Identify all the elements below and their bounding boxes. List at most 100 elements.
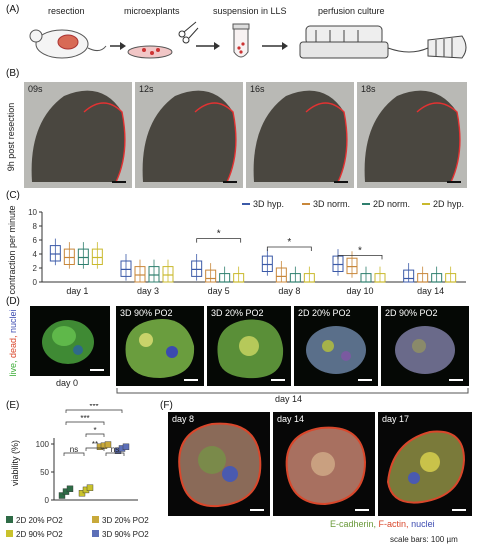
day14-bracket: [116, 388, 469, 394]
nuc-label: nuclei: [411, 519, 435, 529]
c-box: [205, 269, 217, 283]
tube-icon: [232, 23, 250, 58]
tile-day0: [30, 306, 110, 376]
frame-4: 18s: [357, 82, 467, 188]
c-ytick-label: 6: [33, 236, 38, 245]
legend-2d20: 2D 20% PO2: [6, 516, 63, 525]
c-ytick-label: 0: [33, 278, 38, 287]
pump-icon: [427, 35, 467, 59]
perfusion-device-icon: [299, 25, 429, 59]
panel-e-letter: (E): [6, 400, 20, 411]
e-point: [58, 492, 66, 499]
e-point: [104, 441, 112, 448]
legend-3d90-label: 3D 90% PO2: [102, 530, 149, 539]
day0-label: day 0: [56, 378, 79, 388]
panel-c-ylabel: contraction per minute: [7, 205, 17, 295]
frame-4-time: 18s: [361, 84, 376, 94]
f-day17-scalebar: [452, 509, 466, 511]
step-resection-label: resection: [48, 6, 85, 16]
frame-3-time: 16s: [250, 84, 265, 94]
c-sig-star: *: [217, 229, 221, 240]
e-sig-bracket: [65, 421, 105, 425]
frame-2-scalebar: [223, 181, 237, 183]
f-day14-scalebar: [355, 509, 369, 511]
c-box: [77, 248, 89, 265]
f-day8-label: day 8: [172, 414, 195, 424]
c-box: [148, 266, 160, 283]
legend-2d90-label: 2D 90% PO2: [16, 530, 63, 539]
e-sig-bracket: [85, 433, 105, 437]
tile-2d-20-label: 2D 20% PO2: [298, 308, 351, 318]
step-suspension-label: suspension in LLS: [213, 6, 287, 16]
day14-label: day 14: [275, 394, 303, 404]
c-box: [134, 266, 146, 283]
e-sig-bracket: [105, 452, 125, 456]
c-box: [63, 248, 75, 265]
ecad-label: E-cadherin,: [330, 519, 377, 529]
c-box: [91, 248, 103, 265]
c-sig-bracket: [196, 238, 242, 243]
e-point: [78, 490, 86, 497]
e-point: [66, 485, 74, 493]
frame-4-scalebar: [447, 181, 461, 183]
factin-label: F-actin,: [378, 519, 409, 529]
c-box: [49, 245, 61, 262]
c-ytick-label: 10: [28, 208, 37, 217]
c-xtick-label: day 3: [137, 286, 159, 296]
tile-2d-90-scalebar: [449, 379, 463, 381]
legend-3d90-swatch: [92, 530, 99, 537]
c-xtick-label: day 1: [66, 286, 88, 296]
frame-2: 12s: [135, 82, 243, 188]
step-microexplants-label: microexplants: [124, 6, 180, 16]
step-perfusion-label: perfusion culture: [318, 6, 385, 16]
c-xtick-label: day 14: [417, 286, 444, 296]
tile-3d-20: 3D 20% PO2: [207, 306, 291, 386]
e-sig-label: **: [92, 440, 98, 449]
legend-2d20-label: 2D 20% PO2: [16, 516, 63, 525]
c-box: [346, 257, 358, 275]
frame-1-time: 09s: [28, 84, 43, 94]
f-tile-day8: day 8: [168, 412, 270, 516]
e-sig-bracket: [85, 447, 105, 451]
e-point: [122, 443, 130, 450]
tile-3d-20-scalebar: [271, 379, 285, 381]
c-sig-bracket: [337, 255, 383, 260]
c-box: [162, 266, 174, 283]
panel-d-side-label: live, dead, nuclei: [8, 308, 18, 378]
c-box: [191, 260, 203, 277]
e-sig-label: ***: [89, 404, 98, 411]
legend-3d20: 3D 20% PO2: [92, 516, 149, 525]
panel-b-ylabel: 9h post resection: [6, 102, 16, 172]
tile-day0-scalebar: [90, 369, 104, 371]
e-sig-label: ***: [80, 414, 89, 423]
f-tile-day14: day 14: [273, 412, 375, 516]
c-xtick-label: day 5: [208, 286, 230, 296]
live-label: live,: [8, 360, 18, 377]
f-day17-label: day 17: [382, 414, 410, 424]
panel-b-letter: (B): [6, 68, 20, 79]
contraction-box-chart: 0 2 4 6 8 10 day 1 day 3 day 5 day 8 day 10 day 14 *…: [28, 199, 466, 296]
e-sig-label: ns: [111, 445, 119, 454]
frame-1: 09s: [24, 82, 132, 188]
f-tile-day17: day 17: [378, 412, 472, 516]
dish-icon: [127, 45, 173, 59]
tile-3d-90: 3D 90% PO2: [116, 306, 204, 386]
e-ytick-label: 0: [45, 496, 50, 505]
panel-f-letter: (F): [160, 400, 173, 411]
scale-bar-note: scale bars: 100 µm: [390, 535, 458, 544]
tile-2d-90: 2D 90% PO2: [381, 306, 469, 386]
tile-2d-90-label: 2D 90% PO2: [385, 308, 438, 318]
stain-legend: E-cadherin, F-actin, nuclei: [330, 519, 435, 529]
c-box: [261, 255, 273, 272]
e-ytick-label: 100: [36, 440, 50, 449]
panel-c-letter: (C): [6, 190, 20, 201]
c-legend-label: 3D norm.: [313, 199, 350, 209]
c-ytick-label: 2: [33, 264, 38, 273]
c-xtick-label: day 8: [278, 286, 300, 296]
frame-3: 16s: [246, 82, 354, 188]
e-sig-label: ns: [70, 445, 78, 454]
c-legend-label: 2D norm.: [373, 199, 410, 209]
legend-3d90: 3D 90% PO2: [92, 530, 149, 539]
e-sig-bracket: [65, 409, 123, 413]
